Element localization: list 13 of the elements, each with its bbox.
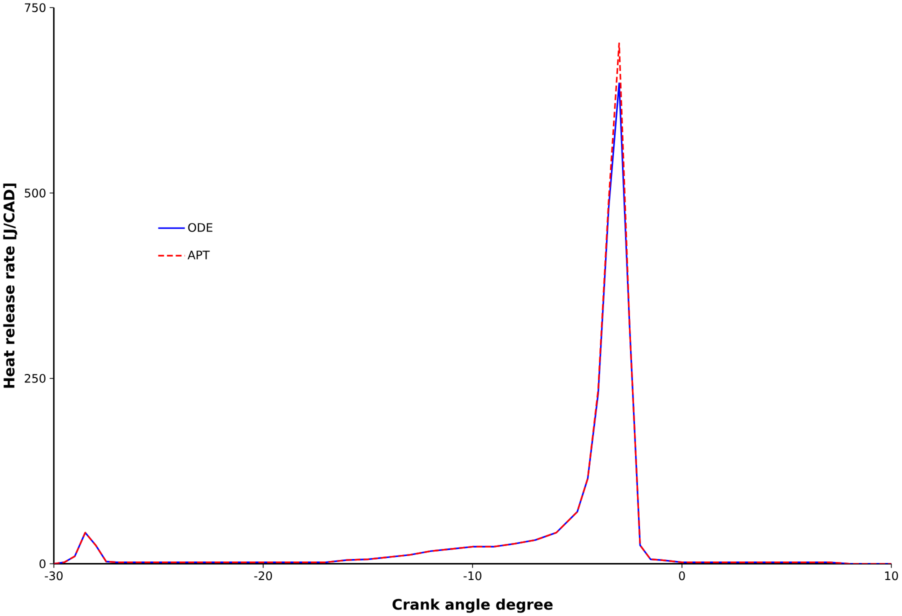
y-tick-label: 0 [40, 559, 46, 568]
x-tick-label: -20 [254, 571, 272, 580]
y-tick-label: 500 [24, 188, 46, 198]
y-tick-label: 750 [24, 3, 46, 12]
y-axis-title: Heat release rate [J/CAD] [3, 184, 18, 388]
x-axis-title: Crank angle degree [392, 598, 553, 613]
legend-label: APT [188, 250, 210, 260]
x-tick-label: 10 [885, 571, 898, 580]
x-tick-label: 0 [679, 571, 685, 580]
legend-label: ODE [188, 223, 212, 232]
y-tick-label: 250 [24, 374, 46, 383]
x-tick-label: -10 [464, 571, 482, 580]
x-tick-label: -30 [44, 571, 63, 580]
